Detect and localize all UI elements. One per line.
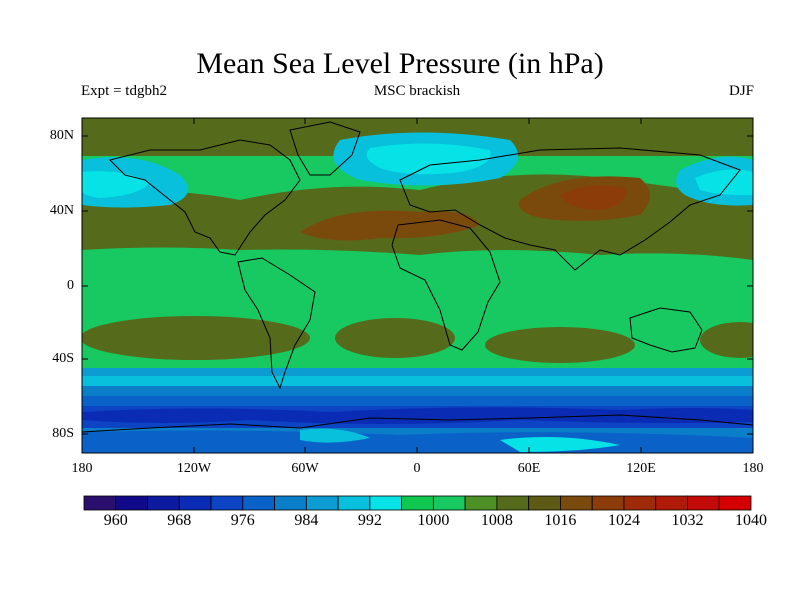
- colorbar-swatch: [369, 495, 403, 511]
- colorbar-swatch: [115, 495, 148, 511]
- map-title: Mean Sea Level Pressure (in hPa): [196, 47, 604, 80]
- colorbar-swatch: [305, 495, 339, 511]
- colorbar-swatch: [496, 495, 530, 511]
- lat-label-40n: 40N: [49, 203, 74, 218]
- colorbar-swatch: [147, 495, 180, 511]
- colorbar-swatch: [432, 495, 466, 511]
- colorbar-swatch: [718, 495, 752, 511]
- lon-label-60w: 60W: [291, 461, 319, 476]
- colorbar-tick-label: 1008: [480, 512, 513, 529]
- colorbar-tick-label: 1024: [607, 512, 640, 529]
- colorbar-swatch: [274, 495, 307, 511]
- colorbar-tick-label: 968: [167, 512, 192, 529]
- colorbar-swatch: [591, 495, 625, 511]
- colorbar-swatch: [83, 495, 117, 511]
- colorbar-swatch: [210, 495, 244, 511]
- colorbar-tick-label: 960: [103, 512, 128, 529]
- colorbar-tick-label: 1040: [735, 512, 767, 529]
- colorbar-tick-label: 992: [357, 512, 382, 529]
- lon-label-120w: 120W: [176, 461, 212, 476]
- colorbar-tick-label: 976: [230, 512, 255, 529]
- colorbar-swatch: [655, 495, 688, 511]
- colorbar-swatch: [623, 495, 657, 511]
- colorbar-swatch: [560, 495, 593, 511]
- colorbar-swatch: [401, 495, 434, 511]
- run-name-label: MSC brackish: [373, 83, 461, 99]
- lat-label-0: 0: [67, 278, 74, 293]
- lon-label-0: 0: [413, 461, 421, 476]
- colorbar-tick-label: 1016: [544, 512, 577, 529]
- colorbar: [83, 495, 752, 511]
- colorbar-swatch: [337, 495, 371, 511]
- axis-ticks: [82, 118, 753, 453]
- lon-label-180e: 180: [742, 461, 764, 476]
- lat-label-40s: 40S: [52, 351, 74, 366]
- colorbar-swatch: [242, 495, 275, 511]
- experiment-label: Expt = tdgbh2: [81, 83, 167, 99]
- season-label: DJF: [728, 83, 754, 99]
- pressure-field: [82, 118, 753, 453]
- colorbar-swatch: [178, 495, 212, 511]
- colorbar-swatch: [464, 495, 498, 511]
- colorbar-swatch: [687, 495, 720, 511]
- coastlines: [82, 121, 753, 433]
- colorbar-tick-label: 1000: [417, 512, 450, 529]
- colorbar-swatch: [528, 495, 561, 511]
- lat-label-80n: 80N: [49, 128, 74, 143]
- lon-label-120e: 120E: [626, 461, 656, 476]
- lat-label-80s: 80S: [52, 426, 74, 441]
- colorbar-tick-label: 984: [294, 512, 319, 529]
- lon-label-60e: 60E: [517, 461, 541, 476]
- lon-label-180w: 180: [71, 461, 93, 476]
- colorbar-tick-label: 1032: [671, 512, 704, 529]
